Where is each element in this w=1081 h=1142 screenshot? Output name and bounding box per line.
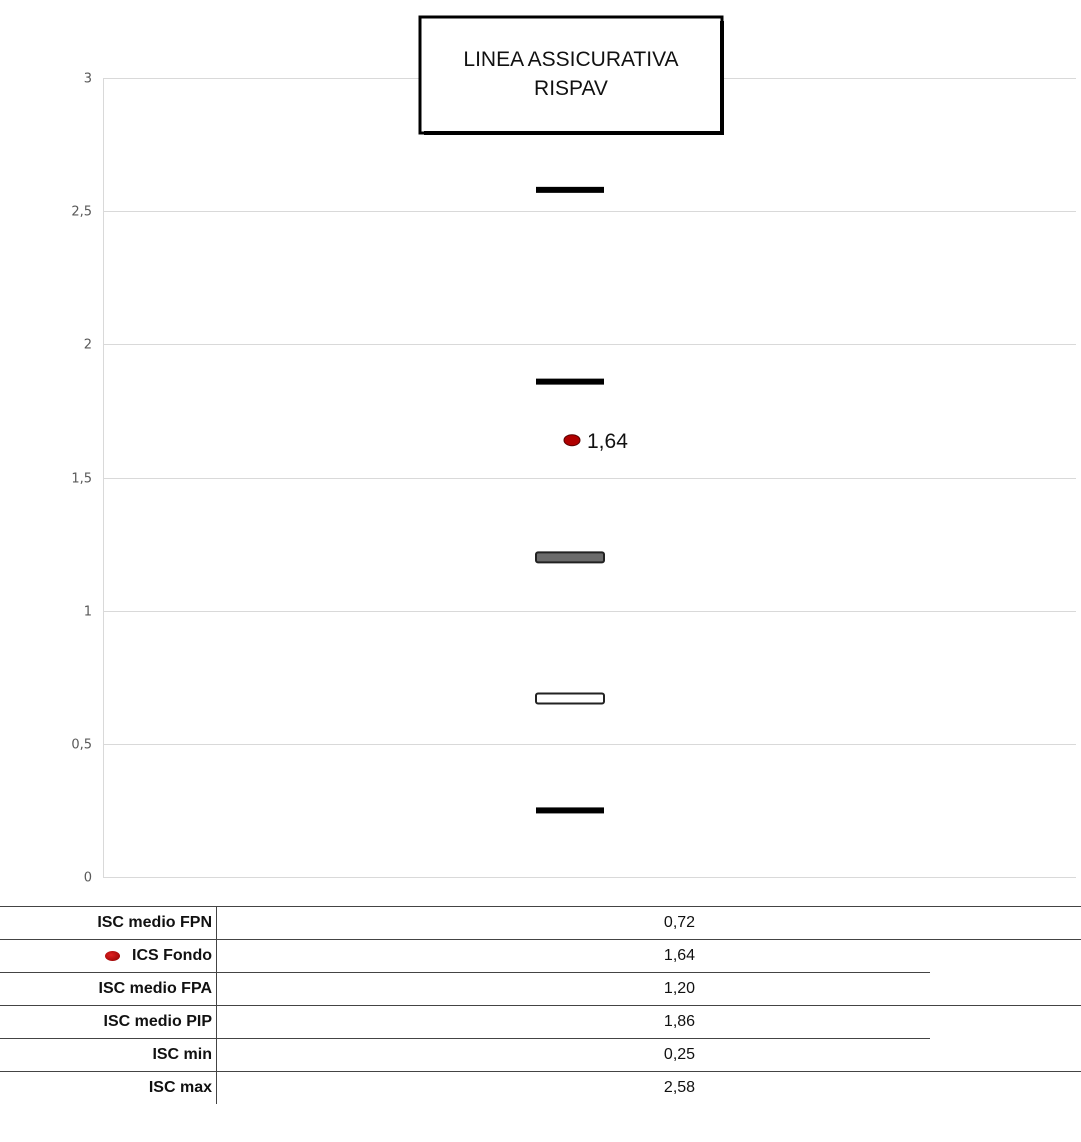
- table-row: ISC medio PIP 1,86: [0, 1005, 1081, 1039]
- row-value: 0,72: [218, 906, 1081, 939]
- chart-title-line-1: LINEA ASSICURATIVA: [463, 48, 678, 71]
- table-row: ISC medio FPN 0,72: [0, 906, 1081, 940]
- chart-title-line-2: RISPAV: [534, 77, 608, 100]
- marker-isc-medio-fpn: [535, 692, 605, 705]
- marker-isc-medio-pip: [536, 378, 604, 385]
- row-label: ICS Fondo: [0, 939, 214, 972]
- row-value: 0,25: [218, 1038, 1081, 1071]
- row-value: 1,20: [218, 972, 1081, 1005]
- row-value: 1,64: [218, 939, 1081, 972]
- row-value-text: 0,25: [663, 1045, 696, 1063]
- gridlines: [103, 78, 1076, 878]
- table-row: ISC min 0,25: [0, 1038, 1081, 1072]
- row-divider: [0, 1005, 1081, 1006]
- table-row: ICS Fondo 1,64: [0, 939, 1081, 973]
- row-divider: [0, 1071, 1081, 1072]
- row-value: 2,58: [218, 1071, 1081, 1104]
- row-label: ISC medio FPN: [0, 906, 214, 939]
- summary-table: ISC medio FPN 0,72 ICS Fondo 1,64 ISC medio …: [0, 906, 1081, 1104]
- y-tick-label: 1,5: [71, 472, 92, 487]
- row-value-text: 1,64: [663, 946, 696, 964]
- row-divider: [0, 972, 930, 973]
- row-label: ISC max: [0, 1071, 214, 1104]
- row-label-text: ISC min: [152, 1045, 212, 1063]
- row-value: 1,86: [218, 1005, 1081, 1038]
- chart-markers: 1,64: [535, 186, 628, 814]
- chart: 0 0,5 1 1,5 2 2,5 3 1,64 LINEA ASSICURATIVA RI…: [71, 15, 1076, 886]
- y-tick-label: 0: [84, 871, 92, 886]
- y-tick-label: 0,5: [71, 738, 92, 753]
- row-label: ISC medio PIP: [0, 1005, 214, 1038]
- table-row: ISC medio FPA 1,20: [0, 972, 1081, 1006]
- y-tick-label: 2: [84, 338, 92, 353]
- row-divider: [0, 939, 1081, 940]
- row-label-text: ISC medio PIP: [103, 1012, 212, 1030]
- marker-data-label: 1,64: [587, 430, 628, 453]
- row-label: ISC medio FPA: [0, 972, 214, 1005]
- row-label: ISC min: [0, 1038, 214, 1071]
- y-tick-label: 1: [84, 605, 92, 620]
- row-label-text: ISC max: [148, 1078, 212, 1096]
- row-value-text: 0,72: [663, 913, 696, 931]
- row-label-text: ISC medio FPA: [98, 979, 213, 997]
- row-label-text: ICS Fondo: [132, 946, 212, 964]
- row-value-text: 2,58: [663, 1078, 696, 1096]
- y-tick-label: 3: [84, 72, 92, 87]
- row-value-text: 1,20: [663, 979, 696, 997]
- marker-isc-min: [536, 807, 604, 814]
- table-row: ISC max 2,58: [0, 1071, 1081, 1104]
- y-axis-ticks: 0 0,5 1 1,5 2 2,5 3: [71, 72, 92, 886]
- marker-isc-medio-fpa: [535, 551, 605, 564]
- row-label-text: ISC medio FPN: [97, 913, 212, 931]
- row-divider: [0, 1038, 930, 1039]
- red-dot-icon: [105, 950, 121, 961]
- chart-title-box: LINEA ASSICURATIVA RISPAV: [418, 15, 724, 135]
- marker-isc-max: [536, 186, 604, 193]
- row-value-text: 1,86: [663, 1012, 696, 1030]
- y-tick-label: 2,5: [71, 205, 92, 220]
- marker-ics-fondo: [563, 434, 581, 447]
